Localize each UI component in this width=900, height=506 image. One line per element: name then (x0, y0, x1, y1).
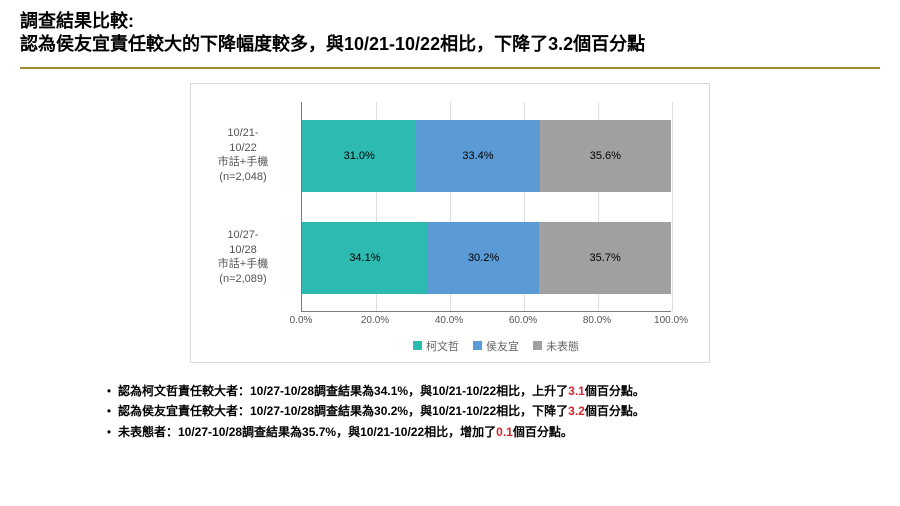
legend-item: 柯文哲 (413, 338, 459, 354)
bar-group: 31.0%33.4%35.6% (302, 120, 671, 192)
legend-swatch (473, 341, 482, 350)
legend-item: 未表態 (533, 338, 579, 354)
legend-label: 未表態 (546, 338, 579, 354)
x-tick-label: 40.0% (435, 315, 463, 326)
title-line1: 調查結果比較: (20, 10, 880, 33)
x-tick-label: 60.0% (509, 315, 537, 326)
gridline (672, 102, 673, 311)
legend-label: 柯文哲 (426, 338, 459, 354)
title-underline (20, 67, 880, 69)
legend-swatch (413, 341, 422, 350)
bullet-text: 認為侯友宜責任較大者：10/27-10/28調查結果為30.2%，與10/21-… (118, 401, 645, 421)
legend-label: 侯友宜 (486, 338, 519, 354)
legend-item: 侯友宜 (473, 338, 519, 354)
bar-segment: 35.6% (540, 120, 671, 192)
bar-segment: 33.4% (416, 120, 539, 192)
category-label: 10/27-10/28市話+手機(n=2,089) (193, 228, 293, 287)
title-line2: 認為侯友宜責任較大的下降幅度較多，與10/21-10/22相比，下降了3.2個百… (20, 33, 880, 56)
x-tick-label: 20.0% (361, 315, 389, 326)
x-tick-label: 100.0% (654, 315, 688, 326)
chart-container: 10/21-10/22市話+手機(n=2,048)31.0%33.4%35.6%… (190, 83, 710, 363)
bullet-dot-icon: • (100, 422, 118, 442)
bullet-text: 認為柯文哲責任較大者：10/27-10/28調查結果為34.1%，與10/21-… (118, 381, 645, 401)
bar-segment: 31.0% (302, 120, 416, 192)
x-tick-label: 80.0% (583, 315, 611, 326)
bar-group: 34.1%30.2%35.7% (302, 222, 671, 294)
bullet-item: •認為侯友宜責任較大者：10/27-10/28調查結果為30.2%，與10/21… (100, 401, 800, 421)
bullet-item: •未表態者：10/27-10/28調查結果為35.7%，與10/21-10/22… (100, 422, 800, 442)
x-axis: 0.0%20.0%40.0%60.0%80.0%100.0% (301, 314, 671, 334)
header: 調查結果比較: 認為侯友宜責任較大的下降幅度較多，與10/21-10/22相比，… (0, 0, 900, 63)
bullet-dot-icon: • (100, 401, 118, 421)
plot-area: 10/21-10/22市話+手機(n=2,048)31.0%33.4%35.6%… (301, 102, 671, 312)
x-tick-label: 0.0% (290, 315, 313, 326)
category-label: 10/21-10/22市話+手機(n=2,048) (193, 126, 293, 185)
legend: 柯文哲 侯友宜 未表態 (301, 338, 691, 354)
bullet-item: •認為柯文哲責任較大者：10/27-10/28調查結果為34.1%，與10/21… (100, 381, 800, 401)
bar-segment: 34.1% (302, 222, 428, 294)
bar-segment: 35.7% (539, 222, 671, 294)
bar-segment: 30.2% (428, 222, 539, 294)
bullet-text: 未表態者：10/27-10/28調查結果為35.7%，與10/21-10/22相… (118, 422, 573, 442)
bullet-dot-icon: • (100, 381, 118, 401)
bullet-list: •認為柯文哲責任較大者：10/27-10/28調查結果為34.1%，與10/21… (100, 381, 800, 442)
legend-swatch (533, 341, 542, 350)
